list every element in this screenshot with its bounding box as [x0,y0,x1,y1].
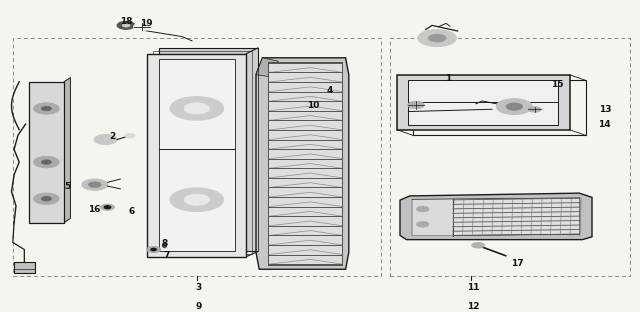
Circle shape [497,99,532,115]
Text: 1: 1 [445,75,451,83]
Text: 17: 17 [511,259,524,268]
Bar [412,200,453,236]
Polygon shape [400,193,592,240]
Text: 7: 7 [163,251,170,260]
Circle shape [33,103,60,114]
Text: 16: 16 [88,205,101,214]
Circle shape [104,206,111,209]
Circle shape [88,182,101,188]
Text: 4: 4 [326,86,333,95]
Circle shape [94,134,117,145]
Bar [408,80,558,124]
Circle shape [506,103,523,110]
Circle shape [33,157,60,168]
Text: 12: 12 [467,302,480,311]
Text: 3: 3 [195,283,202,292]
Text: 18: 18 [120,17,133,26]
Circle shape [41,160,51,164]
Circle shape [428,34,446,42]
Circle shape [117,22,135,29]
Bar [397,75,570,130]
Circle shape [122,24,130,27]
Polygon shape [159,59,235,251]
Text: 11: 11 [467,283,480,292]
Polygon shape [159,48,258,251]
Text: 8: 8 [161,239,168,248]
Text: 15: 15 [550,80,563,89]
Polygon shape [256,58,349,269]
Polygon shape [256,58,278,77]
Text: 2: 2 [109,132,115,141]
Text: 13: 13 [598,105,611,115]
Circle shape [408,101,424,109]
Circle shape [33,193,60,204]
Text: 5: 5 [64,182,70,191]
Text: 19: 19 [140,19,152,28]
Circle shape [147,246,161,253]
Polygon shape [412,198,580,236]
Circle shape [416,206,429,212]
Text: 6: 6 [128,207,134,216]
Circle shape [416,222,429,227]
Bar [413,80,586,135]
Circle shape [418,30,456,46]
Text: 10: 10 [307,101,320,110]
Polygon shape [64,77,70,223]
Circle shape [472,242,484,248]
Circle shape [134,23,150,31]
Text: 14: 14 [598,119,611,129]
Circle shape [170,96,224,120]
Bar [390,38,630,276]
Polygon shape [268,62,342,265]
Circle shape [184,194,210,205]
Circle shape [127,207,140,212]
Circle shape [151,248,156,251]
Bar [14,262,35,274]
Bar [13,38,381,276]
Circle shape [41,197,51,201]
Circle shape [170,188,224,212]
Circle shape [125,133,135,138]
Text: 9: 9 [195,302,202,311]
Circle shape [100,204,115,210]
Bar [29,82,64,223]
Circle shape [184,103,210,114]
Circle shape [529,107,541,112]
Circle shape [41,106,51,111]
Polygon shape [147,54,246,256]
Circle shape [82,179,108,190]
